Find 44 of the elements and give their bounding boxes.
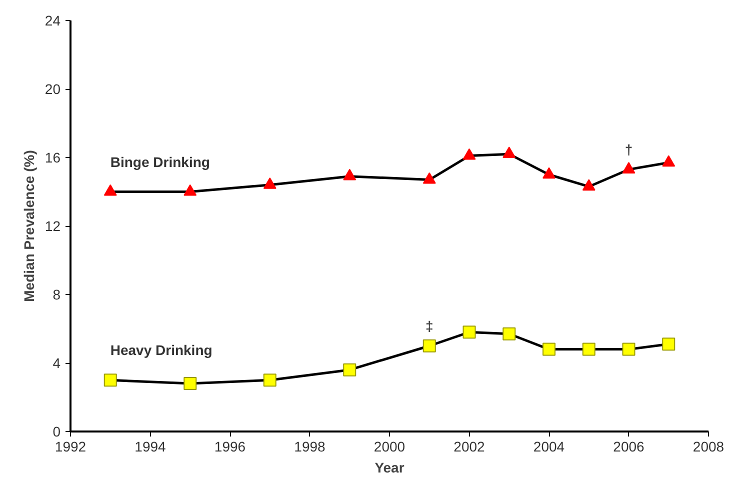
point <box>542 167 556 179</box>
y-tick-label: 12 <box>44 218 61 234</box>
series-label: Binge Drinking <box>110 154 210 170</box>
y-tick-label: 16 <box>44 150 61 166</box>
x-tick-label: 2008 <box>692 438 724 454</box>
point <box>263 374 276 387</box>
x-tick-label: 2004 <box>533 438 565 454</box>
annotation: † <box>624 141 633 158</box>
point <box>502 146 516 158</box>
point <box>622 162 636 174</box>
y-tick-label: 24 <box>44 12 61 28</box>
point <box>184 184 197 196</box>
x-tick-label: 2002 <box>454 438 486 454</box>
point <box>662 338 676 351</box>
point <box>662 155 676 167</box>
x-tick-label: 2006 <box>613 438 645 454</box>
point <box>462 148 476 160</box>
point <box>422 339 436 352</box>
point <box>422 172 436 184</box>
point <box>622 342 636 356</box>
y-tick-label: 0 <box>52 424 61 440</box>
point <box>184 377 197 390</box>
point <box>542 342 556 356</box>
series-label: Heavy Drinking <box>110 342 212 358</box>
y-tick-label: 8 <box>52 286 61 302</box>
point <box>263 177 276 189</box>
point <box>343 363 356 376</box>
point <box>502 327 516 340</box>
annotation: ‡ <box>425 318 434 334</box>
point <box>104 374 117 387</box>
x-tick-label: 1992 <box>54 438 86 454</box>
y-axis-title: Median Prevalence (%) <box>20 150 37 302</box>
y-tick-label: 4 <box>52 355 61 371</box>
y-tick-label: 20 <box>44 81 61 97</box>
x-axis-title: Year <box>374 460 405 476</box>
point <box>582 342 596 356</box>
x-tick-label: 1996 <box>214 438 246 454</box>
point <box>104 184 117 196</box>
point <box>462 326 476 339</box>
x-tick-label: 2000 <box>374 438 406 454</box>
point <box>343 168 356 180</box>
x-tick-label: 1998 <box>294 438 326 454</box>
x-tick-label: 1994 <box>134 438 166 454</box>
point <box>582 179 596 191</box>
